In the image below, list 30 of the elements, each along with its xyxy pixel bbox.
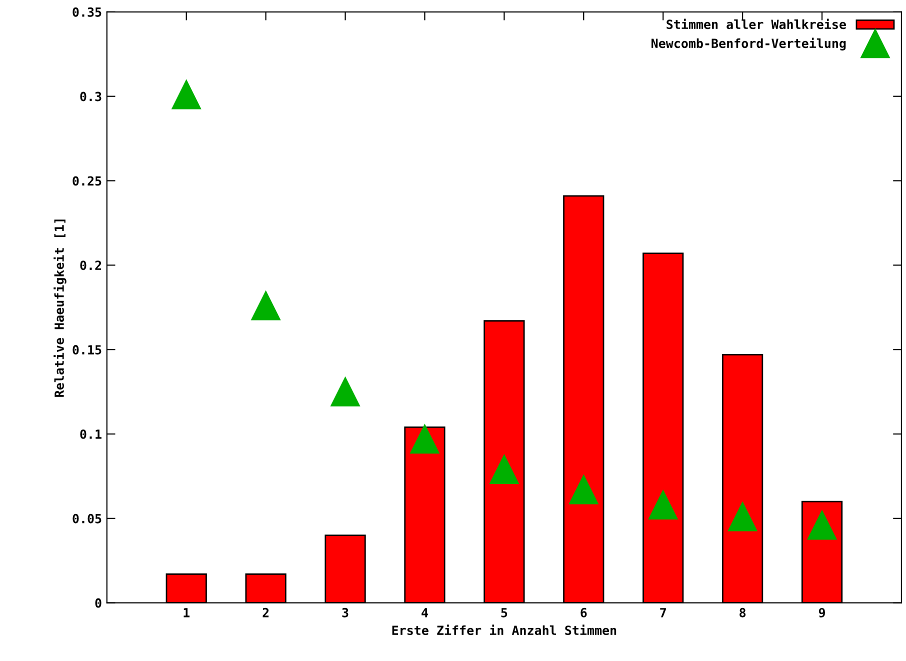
legend-label: Stimmen aller Wahlkreise — [666, 18, 846, 30]
point — [172, 80, 201, 110]
y-tick-label: 0.25 — [72, 176, 102, 186]
x-tick-label: 7 — [660, 608, 666, 618]
point — [490, 454, 519, 484]
point — [251, 291, 280, 320]
point — [330, 377, 360, 406]
point — [807, 510, 837, 540]
x-tick-label: 6 — [580, 608, 587, 618]
x-tick-label: 8 — [740, 608, 746, 618]
point — [569, 475, 598, 504]
y-tick-label: 0.3 — [80, 92, 102, 102]
y-tick-label: 0 — [95, 598, 102, 608]
legend-label: Newcomb-Benford-Verteilung — [652, 38, 846, 50]
y-tick-label: 0.1 — [80, 429, 102, 439]
x-tick-label: 2 — [262, 608, 269, 618]
y-tick-label: 0.2 — [80, 260, 102, 270]
y-tick-label: 0.05 — [72, 514, 102, 524]
x-axis-title: Erste Ziffer in Anzahl Stimmen — [392, 624, 616, 636]
point — [648, 490, 678, 520]
y-axis-title: Relative Haeufigkeit [1] — [54, 220, 66, 397]
y-tick-label: 0.35 — [72, 7, 102, 17]
x-tick-label: 4 — [422, 608, 428, 618]
x-tick-label: 1 — [184, 608, 190, 618]
x-tick-label: 3 — [342, 608, 348, 618]
point — [728, 502, 758, 532]
point — [410, 424, 440, 454]
x-tick-label: 5 — [501, 608, 508, 618]
y-tick-label: 0.15 — [72, 345, 102, 354]
x-tick-label: 9 — [818, 608, 825, 618]
